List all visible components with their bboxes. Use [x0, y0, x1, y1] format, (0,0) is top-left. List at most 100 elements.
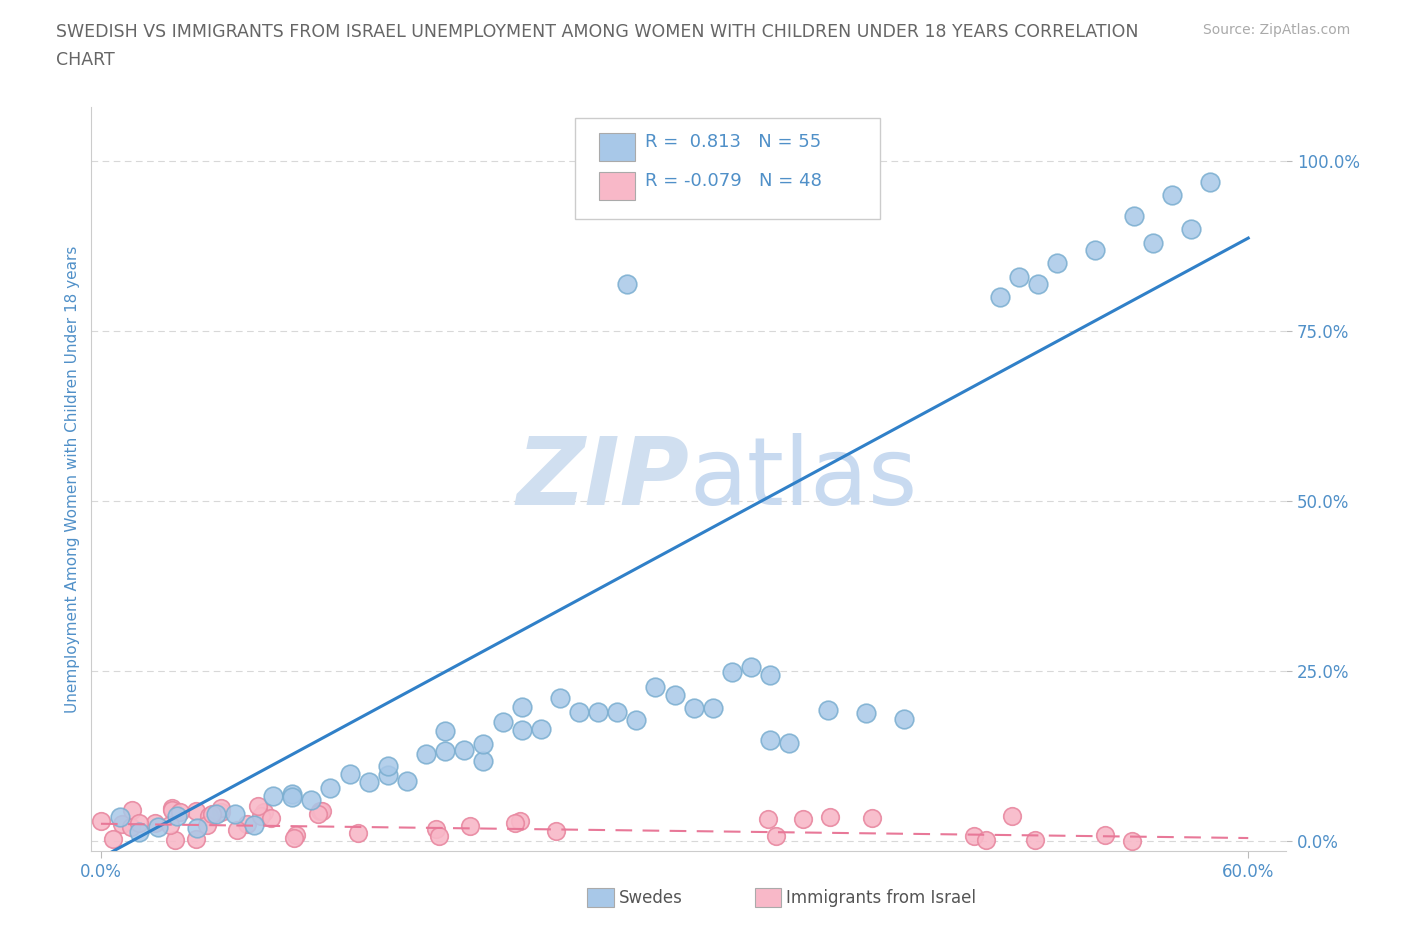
Point [427, 829, 450, 844]
Point [472, 753, 495, 768]
Point [309, 804, 332, 818]
Point [143, 816, 166, 830]
Point [434, 724, 457, 738]
Point [503, 816, 526, 830]
Bar [755, 888, 780, 907]
Point [101, 831, 124, 846]
Point [988, 290, 1011, 305]
Text: SWEDISH VS IMMIGRANTS FROM ISRAEL UNEMPLOYMENT AMONG WOMEN WITH CHILDREN UNDER 1: SWEDISH VS IMMIGRANTS FROM ISRAEL UNEMPL… [56, 23, 1139, 41]
Text: R = -0.079   N = 48: R = -0.079 N = 48 [645, 172, 821, 191]
Point [281, 787, 304, 802]
Point [453, 742, 475, 757]
Point [1084, 242, 1107, 257]
Point [111, 817, 134, 831]
Point [284, 828, 307, 843]
Point [1000, 808, 1022, 823]
Point [893, 712, 915, 727]
Point [148, 819, 170, 834]
Point [721, 665, 744, 680]
Point [377, 768, 399, 783]
Point [740, 659, 762, 674]
Point [260, 811, 283, 826]
Point [860, 810, 883, 825]
Point [299, 792, 322, 807]
Point [544, 823, 567, 838]
Text: Swedes: Swedes [619, 889, 682, 907]
Point [491, 714, 513, 729]
Point [160, 801, 183, 816]
Point [1046, 256, 1069, 271]
Point [1026, 276, 1049, 291]
Point [855, 706, 877, 721]
Point [166, 809, 188, 824]
Point [128, 825, 150, 840]
Point [209, 800, 232, 815]
Point [226, 823, 249, 838]
Point [186, 821, 208, 836]
Point [249, 808, 271, 823]
Point [186, 831, 208, 846]
Point [1121, 833, 1143, 848]
Y-axis label: Unemployment Among Women with Children Under 18 years: Unemployment Among Women with Children U… [65, 246, 80, 712]
Point [1142, 235, 1164, 250]
Point [243, 817, 266, 832]
Point [510, 699, 533, 714]
Point [311, 804, 333, 818]
Point [128, 816, 150, 830]
Point [509, 814, 531, 829]
Point [530, 722, 553, 737]
Point [90, 814, 112, 829]
Text: CHART: CHART [56, 51, 115, 69]
Point [209, 804, 232, 819]
Point [644, 680, 666, 695]
Point [159, 817, 181, 832]
Point [160, 803, 183, 817]
Point [568, 705, 591, 720]
Point [1094, 828, 1116, 843]
Point [817, 702, 839, 717]
Text: Immigrants from Israel: Immigrants from Israel [786, 889, 976, 907]
Point [664, 688, 686, 703]
FancyBboxPatch shape [575, 118, 880, 219]
Point [281, 790, 304, 804]
Point [1199, 174, 1222, 189]
Point [395, 774, 418, 789]
Point [818, 809, 841, 824]
Point [606, 705, 628, 720]
Text: Source: ZipAtlas.com: Source: ZipAtlas.com [1202, 23, 1350, 37]
Point [458, 818, 481, 833]
Point [1008, 270, 1031, 285]
Point [778, 736, 800, 751]
Point [339, 767, 361, 782]
Bar [599, 172, 636, 200]
Point [682, 700, 704, 715]
Point [548, 690, 571, 705]
Point [415, 746, 437, 761]
Point [586, 705, 609, 720]
Point [425, 821, 447, 836]
Point [377, 759, 399, 774]
Point [235, 817, 257, 831]
Point [169, 804, 191, 819]
Point [759, 668, 782, 683]
Point [759, 732, 782, 747]
Point [1180, 222, 1202, 237]
Point [186, 804, 208, 818]
Text: ZIP: ZIP [516, 433, 689, 525]
Point [962, 829, 984, 844]
Point [765, 829, 787, 844]
Point [347, 826, 370, 841]
Point [253, 804, 276, 819]
Point [616, 276, 638, 291]
Point [120, 820, 142, 835]
Point [510, 723, 533, 737]
Point [357, 775, 380, 790]
Bar [588, 888, 613, 907]
Text: atlas: atlas [689, 433, 917, 525]
Point [319, 780, 342, 795]
Point [283, 830, 305, 845]
Point [195, 817, 218, 832]
Point [121, 803, 143, 817]
Bar [599, 133, 636, 161]
Point [702, 700, 724, 715]
